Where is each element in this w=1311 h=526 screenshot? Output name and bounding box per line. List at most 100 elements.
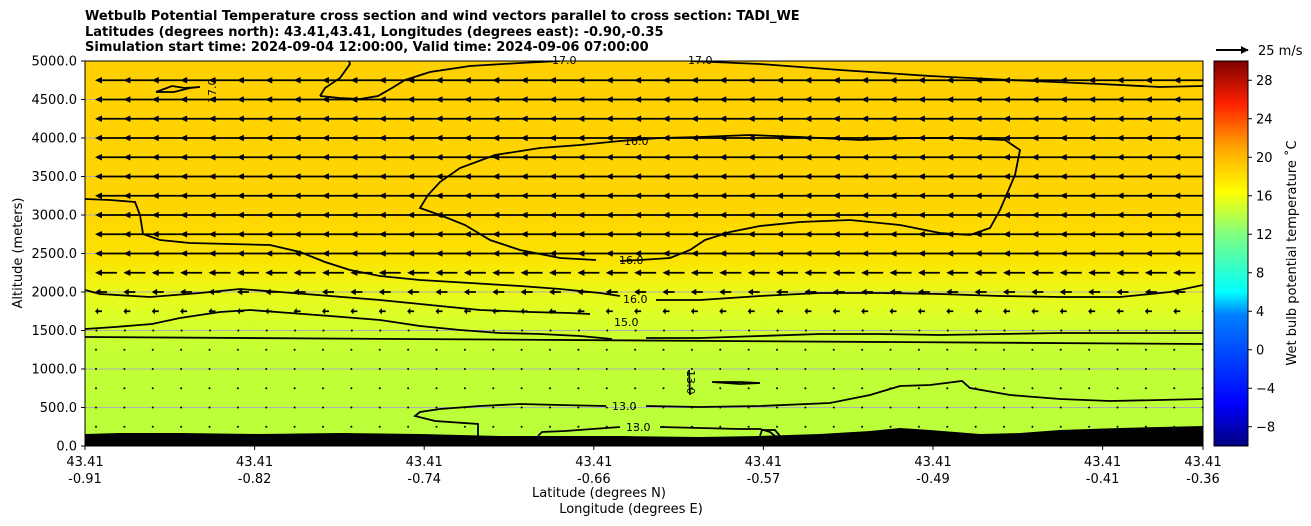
- wind-arrow: [1031, 368, 1034, 370]
- wind-arrow: [350, 231, 381, 238]
- wind-arrow: [407, 250, 438, 257]
- wind-arrow: [407, 288, 420, 296]
- wind-arrow: [634, 250, 665, 257]
- x-tick-label-lon: -0.49: [916, 472, 950, 487]
- wind-arrow: [407, 154, 438, 161]
- wind-arrow: [1031, 77, 1062, 84]
- wind-arrow: [151, 348, 154, 351]
- wind-arrow: [832, 154, 863, 161]
- wind-arrow: [917, 192, 948, 199]
- wind-arrow: [378, 387, 381, 390]
- wind-arrow: [435, 77, 466, 84]
- wind-arrow: [690, 387, 693, 390]
- wind-arrow: [549, 96, 580, 103]
- wind-arrow: [350, 368, 353, 370]
- wind-arrow: [265, 250, 296, 257]
- wind-arrow: [492, 134, 523, 142]
- wind-arrow: [407, 348, 410, 351]
- contour-label: 13.0: [626, 421, 651, 434]
- wind-arrow: [719, 192, 750, 199]
- wind-arrow: [407, 387, 410, 390]
- wind-arrow: [946, 368, 949, 370]
- wind-arrow: [293, 250, 324, 257]
- wind-arrow: [946, 154, 977, 161]
- wind-arrow: [293, 406, 296, 409]
- wind-arrow: [520, 154, 551, 161]
- wind-arrow: [208, 231, 239, 238]
- wind-arrow: [662, 308, 670, 315]
- wind-arrow: [832, 77, 863, 84]
- wind-arrow: [1144, 192, 1175, 199]
- wind-arrow: [1003, 115, 1034, 122]
- x-tick-label-lat: 43.41: [1184, 455, 1221, 470]
- wind-arrow: [1144, 115, 1175, 122]
- wind-arrow: [492, 368, 495, 370]
- wind-arrow: [605, 154, 636, 161]
- wind-arrow: [1144, 348, 1147, 351]
- wind-arrow: [889, 134, 920, 142]
- wind-arrow: [520, 173, 551, 180]
- wind-arrow: [1173, 348, 1176, 351]
- wind-arrow: [322, 192, 353, 199]
- wind-arrow: [293, 211, 324, 219]
- wind-arrow: [889, 173, 920, 180]
- wind-arrow: [1173, 173, 1203, 180]
- wind-arrow: [861, 308, 869, 315]
- wind-arrow: [549, 329, 552, 332]
- wind-arrow: [350, 406, 353, 409]
- wind-arrow: [464, 329, 467, 332]
- wind-arrow: [776, 425, 779, 428]
- wind-arrow: [974, 288, 987, 296]
- wind-arrow: [1003, 269, 1026, 276]
- wind-arrow: [151, 154, 182, 161]
- wind-arrow: [917, 231, 948, 238]
- wind-arrow: [123, 269, 146, 276]
- wind-arrow: [350, 134, 381, 142]
- wind-arrow: [322, 173, 353, 180]
- wind-arrow: [95, 77, 125, 84]
- x-tick-label-lat: 43.41: [236, 455, 273, 470]
- wind-arrow: [634, 288, 647, 296]
- wind-arrow: [463, 231, 494, 238]
- wind-arrow: [208, 192, 239, 199]
- wind-arrow: [435, 288, 448, 296]
- wind-arrow: [407, 406, 410, 409]
- colorbar-tick-label: 24: [1256, 112, 1273, 127]
- wind-arrow: [946, 406, 949, 409]
- wind-arrow: [123, 115, 154, 122]
- wind-arrow: [889, 231, 920, 238]
- wind-arrow: [350, 269, 373, 276]
- wind-arrow: [407, 115, 438, 122]
- wind-arrow: [407, 308, 415, 315]
- wind-arrow: [1088, 231, 1119, 238]
- wind-arrow: [492, 387, 495, 390]
- x-axis: 43.41 -0.91 43.41 -0.82 43.41 -0.74 43.41 -0.66…: [66, 446, 1222, 487]
- wind-arrow: [265, 308, 273, 315]
- wind-arrow: [946, 387, 949, 390]
- wind-arrow: [776, 77, 807, 84]
- wind-arrow: [747, 173, 778, 180]
- wind-arrow: [1031, 231, 1062, 238]
- wind-arrow: [180, 231, 211, 238]
- wind-arrow: [378, 173, 409, 180]
- wind-arrow: [265, 288, 278, 296]
- contour-13-vertical: [688, 369, 691, 396]
- wind-arrow: [1003, 154, 1034, 161]
- wind-arrow: [123, 154, 154, 161]
- wind-arrow: [492, 348, 495, 351]
- wind-arrow: [236, 406, 239, 409]
- wind-arrow: [889, 115, 920, 122]
- wind-arrow: [208, 387, 211, 390]
- wind-arrow: [719, 173, 750, 180]
- x-tick-label-lat: 43.41: [575, 455, 612, 470]
- wind-arrow: [208, 96, 239, 103]
- wind-arrow: [634, 425, 637, 428]
- wind-arrow: [1116, 368, 1119, 370]
- wind-arrow: [1116, 269, 1139, 276]
- wind-arrow: [719, 134, 750, 142]
- wind-arrow: [95, 173, 125, 180]
- wind-arrow: [435, 173, 466, 180]
- wind-arrow: [1059, 250, 1090, 257]
- wind-arrow: [1003, 425, 1006, 428]
